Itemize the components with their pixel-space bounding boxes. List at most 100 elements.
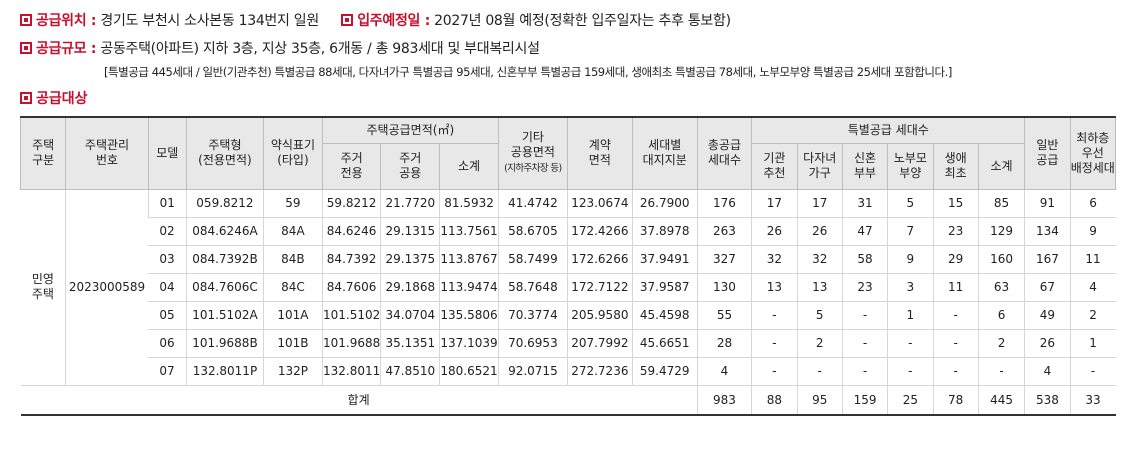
table-cell: 123.0674 (566, 189, 633, 218)
table-cell: 176 (696, 189, 752, 218)
table-cell: - (841, 357, 888, 386)
table-cell: 101B (263, 329, 323, 358)
table-cell: 47 (841, 217, 888, 246)
housing-type-cell: 민영 주택 (20, 189, 66, 386)
table-cell: 07 (148, 357, 187, 386)
table-cell: 129 (977, 217, 1025, 246)
table-cell: 26 (1024, 329, 1071, 358)
table-row: 05 101.5102A 101A 101.5102 34.0704 135.5806 70… (21, 301, 1116, 330)
header-sp-firsttime: 생애 최초 (932, 142, 979, 190)
table-cell: - (841, 329, 888, 358)
table-row: 민영 주택 2023000589 01 059.8212 59 59.8212 21.772… (20, 189, 1116, 386)
header-sp-subtotal: 소계 (977, 142, 1026, 190)
table-cell: 35.1351 (380, 329, 440, 358)
table-cell: - (887, 329, 933, 358)
table-cell: 172.4266 (566, 217, 633, 246)
location-label: 공급위치 : (36, 13, 97, 29)
total-cell: 88 (751, 384, 798, 416)
table-cell: 45.4598 (631, 301, 698, 330)
section-label: 공급대상 (36, 91, 88, 107)
table-cell: 130 (696, 273, 752, 302)
header-total-supply: 총공급 세대수 (696, 116, 753, 190)
table-cell: 29.1315 (380, 217, 440, 246)
table-cell: 5 (887, 189, 933, 218)
header-general: 일반 공급 (1024, 116, 1071, 190)
table-cell: 1 (1069, 329, 1116, 358)
table-cell: - (1069, 357, 1116, 386)
table-cell: 207.7992 (566, 329, 633, 358)
table-cell: 113.7561 (439, 217, 499, 246)
table-cell: 34.0704 (380, 301, 440, 330)
movein-label: 입주예정일 : (357, 13, 430, 29)
table-row: 03 084.7392B 84B 84.7392 29.1375 113.8767 58.7… (21, 245, 1116, 274)
table-cell: 059.8212 (185, 189, 264, 218)
table-row: 02 084.6246A 84A 84.6246 29.1315 113.7561 58.6… (21, 217, 1116, 246)
table-cell: 31 (841, 189, 888, 218)
table-body: 민영 주택 2023000589 01 059.8212 59 59.8212 21.772… (20, 189, 1116, 416)
table-cell: - (751, 329, 798, 358)
table-cell: - (796, 357, 843, 386)
table-cell: 113.8767 (439, 245, 499, 274)
table-cell: 4 (696, 357, 752, 386)
table-cell: - (932, 357, 979, 386)
table-cell: 28 (696, 329, 752, 358)
header-sp-institution: 기관 추천 (751, 142, 798, 190)
table-cell: 02 (148, 217, 187, 246)
table-cell: 113.9474 (439, 273, 499, 302)
table-cell: 327 (696, 245, 752, 274)
table-cell: 5 (796, 301, 843, 330)
scale-value: 공동주택(아파트) 지하 3층, 지상 35층, 6개동 / 총 983세대 및… (100, 41, 540, 57)
table-cell: 167 (1024, 245, 1071, 274)
table-cell: - (841, 301, 888, 330)
header-unit-type: 주택형 (전용면적) (185, 116, 265, 190)
info-line-1: 공급위치 : 경기도 부천시 소사본동 134번지 일원 입주예정일 : 202… (20, 10, 731, 30)
table-row: 04 084.7606C 84C 84.7606 29.1868 113.9474 58.7… (21, 273, 1116, 302)
table-cell: 4 (1069, 273, 1116, 302)
table-cell: 32 (751, 245, 798, 274)
table-cell: 084.7606C (185, 273, 264, 302)
table-cell: 59 (263, 189, 323, 218)
supply-table: 주택 구분 주택관리 번호 모델 주택형 (전용면적) 약식표기 (타입) 주택… (19, 116, 1117, 416)
header-area-common: 주거 공용 (380, 142, 441, 190)
table-cell: 26 (751, 217, 798, 246)
table-cell: 63 (977, 273, 1025, 302)
total-label: 합계 (20, 384, 698, 416)
square-bullet-icon (20, 92, 32, 104)
total-cell: 25 (887, 384, 933, 416)
table-cell: 59.4729 (631, 357, 698, 386)
table-cell: 84C (263, 273, 323, 302)
table-cell: 3 (887, 273, 933, 302)
header-area-exclusive: 주거 전용 (321, 142, 382, 190)
table-cell: 6 (1069, 189, 1116, 218)
table-cell: 84A (263, 217, 323, 246)
table-cell: 101.9688 (321, 329, 381, 358)
table-cell: 11 (932, 273, 979, 302)
total-cell: 538 (1024, 384, 1071, 416)
table-cell: 81.5932 (439, 189, 499, 218)
table-cell: 23 (841, 273, 888, 302)
header-housing-type: 주택 구분 (19, 116, 67, 190)
table-cell: 172.6266 (566, 245, 633, 274)
table-cell: 84.7606 (321, 273, 381, 302)
table-cell: 132.8011P (185, 357, 264, 386)
table-cell: 135.5806 (439, 301, 499, 330)
table-cell: 49 (1024, 301, 1071, 330)
table-cell: 70.3774 (497, 301, 568, 330)
table-cell: 26.7900 (631, 189, 698, 218)
special-supply-note: [특별공급 445세대 / 일반(기관추천) 특별공급 88세대, 다자녀가구 … (104, 65, 952, 79)
table-cell: 7 (887, 217, 933, 246)
table-cell: 4 (1024, 357, 1071, 386)
total-cell: 159 (841, 384, 888, 416)
header-sp-multichild: 다자녀 가구 (796, 142, 843, 190)
table-cell: 180.6521 (439, 357, 499, 386)
table-cell: 160 (977, 245, 1025, 274)
table-cell: 17 (796, 189, 843, 218)
table-cell: 45.6651 (631, 329, 698, 358)
table-cell: 84.7392 (321, 245, 381, 274)
table-cell: 9 (887, 245, 933, 274)
table-cell: 37.9587 (631, 273, 698, 302)
header-abbrev: 약식표기 (타입) (263, 116, 323, 190)
table-cell: 55 (696, 301, 752, 330)
table-cell: 29.1375 (380, 245, 440, 274)
